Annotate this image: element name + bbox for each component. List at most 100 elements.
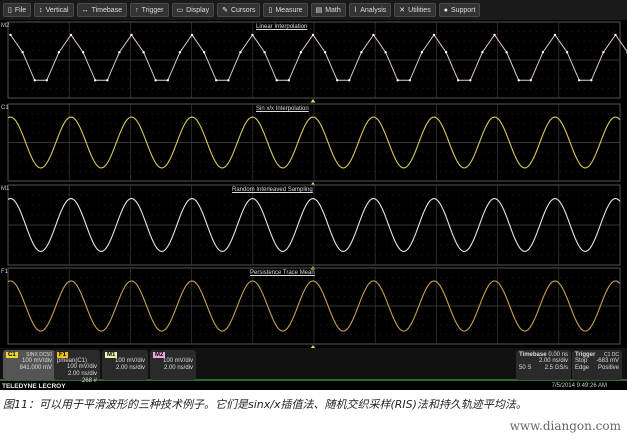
support-icon: ● [443,6,448,14]
menu-support[interactable]: ● Support [438,3,481,17]
trace-annotation: Persistence Trace Mean [250,270,315,276]
menu-trigger[interactable]: ↑ Trigger [130,3,169,17]
timebase-box[interactable]: Timebase 0.00 ns 2.00 ns/div 50 S 2.5 GS/… [516,350,571,380]
sample-point [432,33,436,37]
c1-coupling: SINX DC50 [26,352,52,358]
function-f1-box[interactable]: F1 pmean(C1) 100 mV/div 2.00 ns/div 268 … [54,350,100,384]
c1-offset: 841.000 mV [19,365,52,371]
figure-caption: 图11：可以用于平滑波形的三种技术例子。它们是sinx/x插值法、随机交织采样(… [3,398,527,411]
menu-measure[interactable]: ▯ Measure [263,3,308,17]
info-bar: C1 SINX DC50 100 mV/div 841.000 mV F1 pm… [0,348,627,384]
sample-point [154,79,157,82]
sample-point [130,33,133,37]
sample-point [239,51,242,54]
trace-tag-m2[interactable]: M2 [1,23,10,29]
math-m2-box[interactable]: M2 100 mV/div 2.00 ns/div [150,350,196,380]
brand-logo: TELEDYNE LECROY [2,383,66,390]
sample-point [178,51,182,54]
menu-label: Cursors [230,6,256,14]
menu-display[interactable]: ▭ Display [171,3,215,17]
sample-point [517,79,520,82]
m2-vdiv: 100 mV/div [162,358,193,364]
trace-m2 [10,34,627,81]
trigger-marker-icon[interactable] [310,99,316,103]
trace-annotation: Sin x/x Interpolation [256,106,309,112]
channel-c1-box[interactable]: C1 SINX DC50 100 mV/div 841.000 mV [3,350,55,380]
sample-point [166,79,169,82]
watermark: www.diangon.com [509,419,621,433]
timebase-icon: ↔ [81,6,89,14]
sample-point [553,33,557,37]
menu-vertical[interactable]: ↕ Vertical [34,3,74,17]
trace-m1 [7,198,621,252]
sample-point [275,79,278,82]
sample-point [481,51,484,54]
timebase-rate: 2.5 GS/s [544,365,568,371]
sample-point [372,33,375,37]
trigger-level: -683 mV [596,358,619,364]
sample-point [69,33,73,37]
sample-point [227,79,230,82]
menu-label: Trigger [141,6,164,14]
sample-point [336,79,339,82]
math-m1-box[interactable]: M1 100 mV/div 2.00 ns/div [102,350,148,380]
sample-point [469,79,472,82]
trace-tag-m1[interactable]: M1 [1,186,10,192]
menu-label: Display [186,6,210,14]
sample-point [529,79,532,82]
trigger-label: Trigger [575,352,596,358]
sample-point [311,33,315,37]
file-icon: ▯ [8,7,12,14]
sample-point [348,79,351,82]
oscilloscope-screen: ▯ File ↕ Vertical ↔ Timebase ↑ Trigger ▭ Display ✎… [0,0,627,390]
sample-point [81,51,85,54]
menu-analysis[interactable]: ⌇ Analysis [348,3,392,17]
trace-tag-f1[interactable]: F1 [1,269,9,275]
math-icon: ▤ [315,7,323,14]
timebase-delay: 0.00 ns [548,352,568,358]
display-icon: ▭ [176,7,184,14]
trigger-type: Edge [575,365,590,371]
f1-vdiv: 100 mV/div [66,364,97,370]
sample-point [21,51,24,54]
menu-cursors[interactable]: ✎ Cursors [217,3,261,17]
sample-point [565,51,569,54]
sample-point [505,51,508,54]
trace-tag-c1[interactable]: C1 [1,105,9,111]
f1-count: 268 # [81,378,97,384]
f1-func: pmean(C1) [57,358,88,364]
menu-file[interactable]: ▯ File [3,3,32,17]
sample-point [57,51,61,54]
measure-icon: ▯ [268,7,273,14]
trace-f1 [7,280,621,332]
trigger-marker-icon[interactable] [310,345,316,348]
trace-c1 [7,116,621,169]
menu-utilities[interactable]: ✕ Utilities [394,3,436,17]
m1-vdiv: 100 mV/div [114,358,145,364]
sample-point [590,79,593,82]
sample-point [408,79,411,82]
sample-point [396,79,399,82]
trigger-slope: Positive [597,365,619,371]
trigger-mode: Stop [575,358,588,364]
sample-point [142,51,145,54]
sample-point [45,79,48,82]
sample-point [9,33,12,37]
sample-point [299,51,303,54]
sample-point [323,51,327,54]
sample-point [94,79,97,82]
menu-label: Utilities [408,6,431,14]
menu-label: Timebase [91,6,123,14]
sample-point [202,51,206,54]
analysis-icon: ⌇ [353,7,358,14]
menu-math[interactable]: ▤ Math [310,3,346,17]
utilities-icon: ✕ [399,7,406,14]
m1-badge: M1 [105,352,118,358]
sample-point [457,79,460,82]
sample-point [578,79,581,82]
trigger-box[interactable]: Trigger C1 DC Stop -683 mV Edge Positive [572,350,622,380]
trace-annotation: Linear Interpolation [256,24,308,30]
menu-timebase[interactable]: ↔ Timebase [76,3,128,17]
sample-point [118,51,121,54]
menu-label: Analysis [360,6,387,14]
